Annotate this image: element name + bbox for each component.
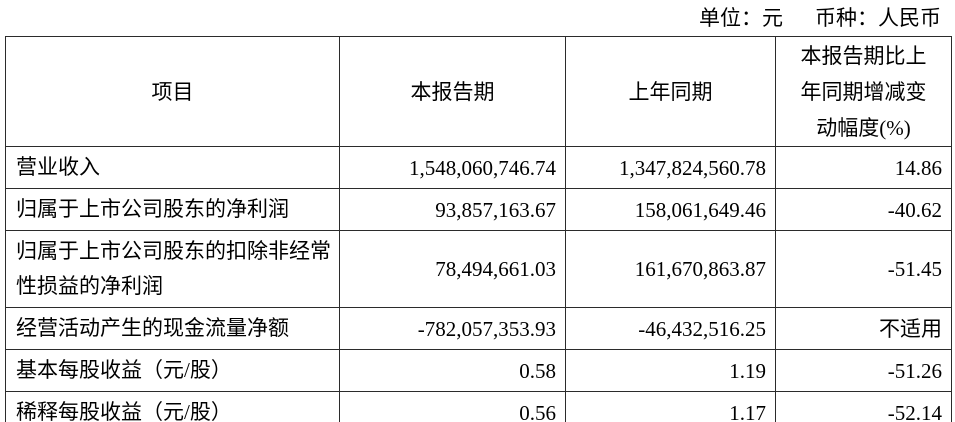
- table-header: 项目 本报告期 上年同期 本报告期比上 年同期增减变 动幅度(%): [5, 36, 952, 147]
- cell-change-pct: 不适用: [775, 307, 952, 350]
- row-item-label: 归属于上市公司股东的净利润: [5, 188, 340, 231]
- cell-current-period: 0.58: [339, 349, 566, 392]
- row-item-label: 稀释每股收益（元/股）: [5, 391, 340, 422]
- cell-current-period: 0.56: [339, 391, 566, 422]
- table-row: 稀释每股收益（元/股） 0.56 1.17 -52.14: [5, 391, 952, 422]
- header-row: 项目 本报告期 上年同期 本报告期比上 年同期增减变 动幅度(%): [5, 36, 952, 147]
- cell-change-pct: -52.14: [775, 391, 952, 422]
- financial-summary-table: 项目 本报告期 上年同期 本报告期比上 年同期增减变 动幅度(%) 营业收入 1…: [5, 36, 952, 422]
- cell-current-period: 1,548,060,746.74: [339, 146, 566, 189]
- cell-prior-period: 161,670,863.87: [565, 230, 776, 308]
- cell-prior-period: -46,432,516.25: [565, 307, 776, 350]
- column-header-current-period: 本报告期: [339, 36, 566, 147]
- cell-prior-period: 1,347,824,560.78: [565, 146, 776, 189]
- currency-label: 币种：人民币: [815, 6, 941, 30]
- unit-currency-note: 单位：元 币种：人民币: [699, 5, 941, 31]
- table-row: 归属于上市公司股东的净利润 93,857,163.67 158,061,649.…: [5, 188, 952, 231]
- row-item-label: 经营活动产生的现金流量净额: [5, 307, 340, 350]
- cell-prior-period: 1.19: [565, 349, 776, 392]
- cell-prior-period: 1.17: [565, 391, 776, 422]
- table-body: 营业收入 1,548,060,746.74 1,347,824,560.78 1…: [5, 146, 952, 422]
- table-row: 营业收入 1,548,060,746.74 1,347,824,560.78 1…: [5, 146, 952, 189]
- column-header-change-pct: 本报告期比上 年同期增减变 动幅度(%): [775, 36, 952, 147]
- cell-change-pct: -40.62: [775, 188, 952, 231]
- cell-prior-period: 158,061,649.46: [565, 188, 776, 231]
- row-item-label: 营业收入: [5, 146, 340, 189]
- column-header-prior-period: 上年同期: [565, 36, 776, 147]
- column-header-item: 项目: [5, 36, 340, 147]
- cell-change-pct: -51.26: [775, 349, 952, 392]
- unit-label: 单位：元: [699, 6, 783, 30]
- row-item-label: 归属于上市公司股东的扣除非经常性损益的净利润: [5, 230, 340, 308]
- cell-current-period: 93,857,163.67: [339, 188, 566, 231]
- cell-change-pct: 14.86: [775, 146, 952, 189]
- table-row: 基本每股收益（元/股） 0.58 1.19 -51.26: [5, 349, 952, 392]
- row-item-label: 基本每股收益（元/股）: [5, 349, 340, 392]
- table-row: 归属于上市公司股东的扣除非经常性损益的净利润 78,494,661.03 161…: [5, 230, 952, 308]
- table-row: 经营活动产生的现金流量净额 -782,057,353.93 -46,432,51…: [5, 307, 952, 350]
- cell-current-period: 78,494,661.03: [339, 230, 566, 308]
- cell-current-period: -782,057,353.93: [339, 307, 566, 350]
- cell-change-pct: -51.45: [775, 230, 952, 308]
